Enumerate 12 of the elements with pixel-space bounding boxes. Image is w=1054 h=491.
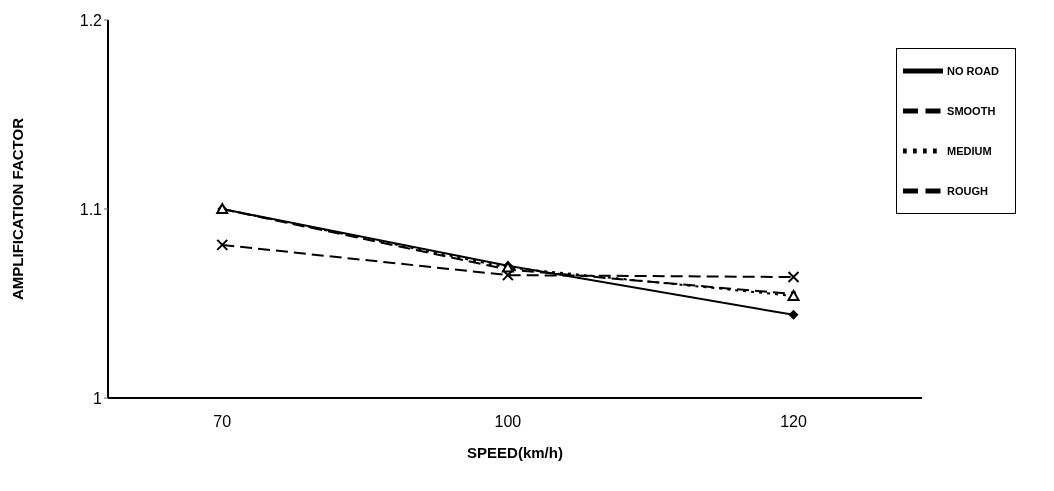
x-axis-title: SPEED(km/h) [467, 444, 563, 461]
x-tick-label: 70 [213, 413, 232, 431]
y-tick-label: 1 [93, 389, 103, 407]
y-tick-label: 1.1 [79, 200, 103, 218]
y-axis-title: AMPLIFICATION FACTOR [9, 117, 27, 300]
legend-label: SMOOTH [947, 105, 996, 118]
y-tick-label: 1.2 [79, 11, 103, 29]
legend-label: NO ROAD [947, 65, 999, 78]
legend-label: ROUGH [947, 185, 988, 198]
legend-label: MEDIUM [947, 145, 992, 158]
x-tick-label: 120 [780, 413, 807, 431]
x-tick-label: 100 [494, 413, 522, 431]
